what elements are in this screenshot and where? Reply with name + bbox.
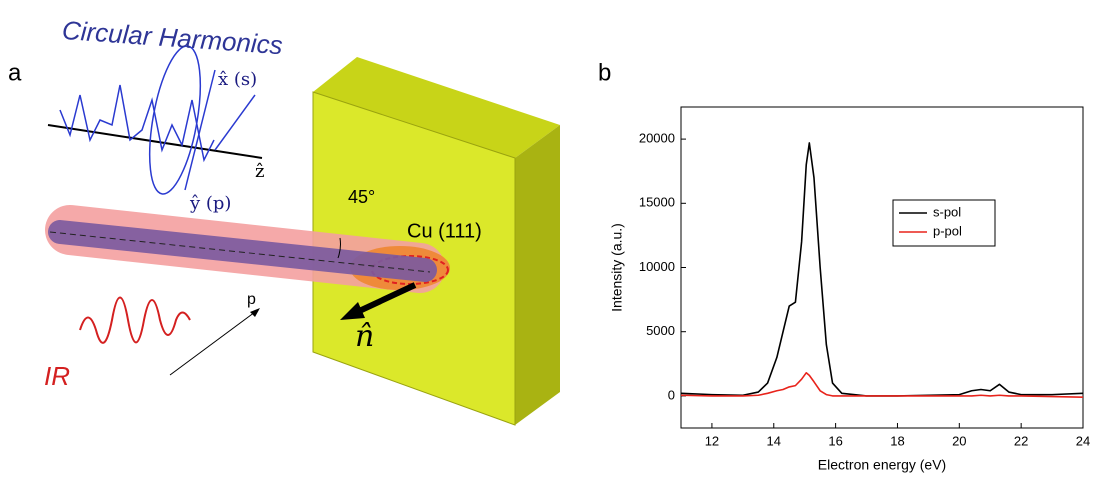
y-axis-line [214,94,256,151]
block-side [515,125,560,425]
p-arrowhead [250,308,260,317]
series-line [680,142,1084,397]
y-tick-label: 20000 [639,131,675,146]
xuv-beam [48,220,437,282]
x-tick-label: 14 [767,433,781,448]
legend-label: s-pol [933,204,961,219]
diagram-title: Circular Harmonics [61,15,284,60]
spot-outline [371,255,449,285]
angle-label: 45° [348,187,375,207]
y-axis-label: Intensity (a.u.) [609,223,625,312]
beam-axis [49,231,431,273]
x-tick-label: 16 [828,433,842,448]
y-tick-label: 10000 [639,259,675,274]
angle-arc [337,237,341,259]
y-tick-label: 15000 [639,195,675,210]
normal-arrowhead [340,302,365,320]
legend-box [892,199,996,247]
axis-label: x̂ (s) [218,69,257,90]
sample-label: Cu (111) [407,220,482,242]
plot-frame [680,106,1084,429]
normal-label: n̂ [355,319,374,354]
chart: 12 14 16 18 20 22 24 0 5000 10000 15000 20000 Electr… [609,106,1090,473]
harmonic-field [59,84,215,163]
ir-label: IR [44,361,70,391]
legend-label: p-pol [933,223,962,238]
x-tick-label: 22 [1014,433,1028,448]
z-axis [47,124,263,159]
diagram [45,45,560,426]
polarization-circle [148,45,202,195]
x-tick-label: 24 [1076,433,1090,448]
panel-label: b [598,59,611,86]
p-arrow [169,311,256,376]
normal-arrow [353,282,417,316]
axis-label: ẑ [255,161,264,182]
x-axis-arrow [184,69,216,191]
axis-label: ŷ (p) [189,193,231,214]
x-tick-label: 18 [890,433,904,448]
x-tick-label: 20 [952,433,966,448]
polarization-label: p [247,291,256,308]
ir-pulse [79,296,191,344]
block-top [313,57,560,158]
x-axis-label: Electron energy (eV) [818,457,946,473]
y-tick-label: 5000 [646,323,675,338]
series-line [680,371,1084,398]
x-tick-label: 12 [705,433,719,448]
y-tick-label: 0 [668,387,675,402]
panel-label: a [8,59,22,86]
